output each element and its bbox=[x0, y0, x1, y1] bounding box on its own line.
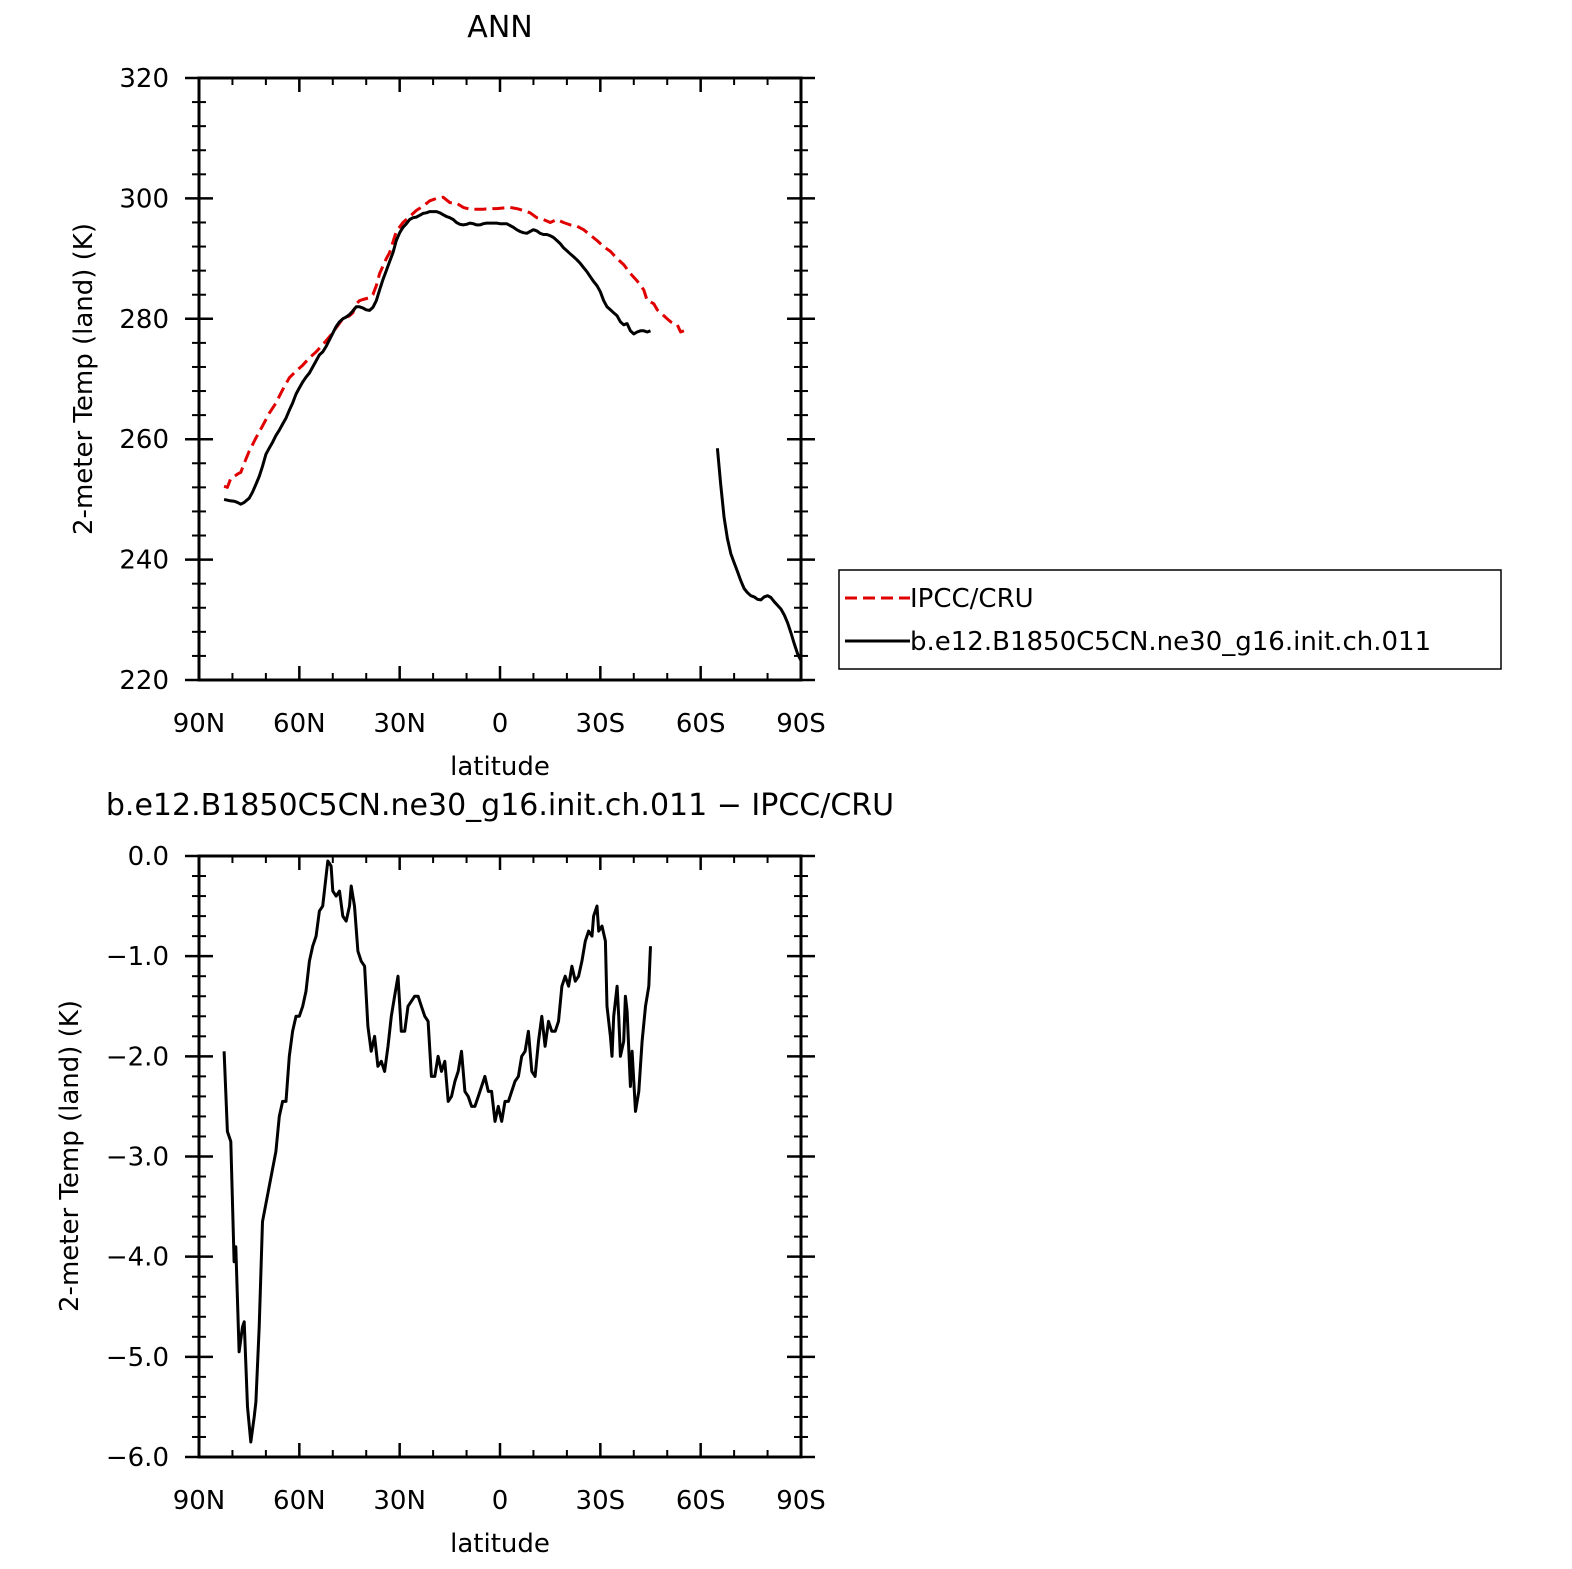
top-y-tick-labels: 220 240 260 280 300 320 bbox=[119, 64, 169, 696]
x-tick-label: 60S bbox=[676, 709, 726, 739]
y-tick-label: −2.0 bbox=[106, 1042, 169, 1072]
x-tick-label: 90N bbox=[173, 1486, 226, 1516]
bottom-y-axis-label: 2-meter Temp (land) (K) bbox=[55, 1000, 85, 1312]
x-tick-label: 60N bbox=[273, 1486, 326, 1516]
y-tick-label: −4.0 bbox=[106, 1243, 169, 1273]
bottom-panel: b.e12.B1850C5CN.ne30_g16.init.ch.011 − I… bbox=[55, 788, 894, 1559]
top-chart-title: ANN bbox=[467, 10, 532, 45]
y-tick-label: 0.0 bbox=[128, 842, 169, 872]
bottom-series-group bbox=[222, 859, 652, 1444]
series-line-b-e12-b1850c5cn-ne30-g16-init-ch-011 bbox=[715, 448, 803, 662]
y-tick-label: 220 bbox=[119, 666, 169, 696]
x-tick-label: 0 bbox=[492, 1486, 509, 1516]
bottom-y-tick-labels: −6.0 −5.0 −4.0 −3.0 −2.0 −1.0 0.0 bbox=[106, 842, 169, 1473]
series-line-b-e12-b1850c5cn-ne30-g16-init-ch-011 bbox=[223, 210, 652, 506]
series-line-ipcc-cru bbox=[223, 195, 685, 489]
bottom-plot-frame bbox=[197, 854, 803, 1459]
top-y-axis-label: 2-meter Temp (land) (K) bbox=[69, 223, 99, 535]
top-x-axis-label: latitude bbox=[450, 752, 550, 782]
bottom-chart-title: b.e12.B1850C5CN.ne30_g16.init.ch.011 − I… bbox=[106, 788, 894, 823]
y-tick-label: −5.0 bbox=[106, 1343, 169, 1373]
x-tick-label: 30S bbox=[576, 709, 626, 739]
top-panel: ANN 90N 60N 30N 0 30S 60S 90S 220 240 260 280 300 3… bbox=[69, 10, 1502, 782]
x-tick-label: 60S bbox=[676, 1486, 726, 1516]
top-x-tick-labels: 90N 60N 30N 0 30S 60S 90S bbox=[173, 709, 826, 739]
bottom-x-tick-labels: 90N 60N 30N 0 30S 60S 90S bbox=[173, 1486, 826, 1516]
legend-label-ipcc-cru: IPCC/CRU bbox=[910, 584, 1034, 614]
legend-box bbox=[838, 569, 1502, 670]
y-tick-label: 280 bbox=[119, 305, 169, 335]
x-tick-label: 0 bbox=[492, 709, 509, 739]
bottom-x-axis-label: latitude bbox=[450, 1529, 550, 1559]
x-tick-label: 30N bbox=[373, 709, 426, 739]
series-line-difference bbox=[222, 859, 652, 1444]
y-tick-label: −3.0 bbox=[106, 1143, 169, 1173]
x-tick-label: 90S bbox=[776, 1486, 826, 1516]
x-tick-label: 90S bbox=[776, 709, 826, 739]
legend-label-model: b.e12.B1850C5CN.ne30_g16.init.ch.011 bbox=[910, 627, 1431, 657]
top-plot-frame bbox=[197, 76, 803, 682]
y-tick-label: 300 bbox=[119, 184, 169, 214]
top-axis-ticks bbox=[185, 76, 815, 682]
y-tick-label: 320 bbox=[119, 64, 169, 94]
y-tick-label: −1.0 bbox=[106, 942, 169, 972]
y-tick-label: −6.0 bbox=[106, 1443, 169, 1473]
top-series-group bbox=[223, 195, 803, 662]
bottom-axis-ticks bbox=[185, 854, 815, 1459]
x-tick-label: 60N bbox=[273, 709, 326, 739]
legend: IPCC/CRU b.e12.B1850C5CN.ne30_g16.init.c… bbox=[838, 569, 1502, 670]
x-tick-label: 90N bbox=[173, 709, 226, 739]
y-tick-label: 260 bbox=[119, 425, 169, 455]
x-tick-label: 30N bbox=[373, 1486, 426, 1516]
y-tick-label: 240 bbox=[119, 546, 169, 576]
x-tick-label: 30S bbox=[576, 1486, 626, 1516]
